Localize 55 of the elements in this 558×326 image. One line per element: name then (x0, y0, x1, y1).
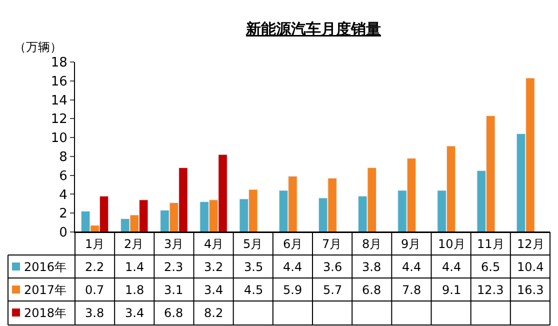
data-label: 1.8 (125, 283, 144, 297)
data-label: 6.5 (481, 260, 500, 274)
data-label: 12.3 (477, 283, 504, 297)
data-label: 3.6 (323, 260, 342, 274)
data-label: 3.4 (204, 283, 224, 297)
data-label: 16.3 (517, 283, 544, 297)
x-tick-label: 10月 (438, 237, 466, 251)
y-tick-label: 4 (59, 188, 68, 203)
y-tick-label: 18 (50, 56, 68, 71)
data-label: 0.7 (85, 283, 104, 297)
data-label: 3.1 (164, 283, 184, 297)
data-label: 3.8 (85, 306, 104, 320)
x-tick-label: 6月 (283, 237, 303, 251)
y-tick-label: 2 (59, 206, 68, 222)
y-tick-label: 16 (50, 74, 68, 90)
data-label: 7.8 (402, 283, 422, 297)
data-label: 5.7 (323, 283, 342, 297)
x-tick-label: 11月 (477, 237, 504, 251)
data-label: 3.8 (362, 260, 382, 274)
data-label: 4.4 (402, 260, 422, 274)
chart-title: 新能源汽车月度销量 (245, 20, 381, 38)
data-label: 6.8 (362, 283, 382, 297)
data-label: 3.5 (244, 260, 264, 274)
data-label: 9.1 (442, 283, 462, 297)
x-tick-label: 3月 (164, 237, 184, 251)
data-label: 5.9 (283, 283, 302, 297)
data-label: 1.4 (125, 260, 144, 274)
y-tick-label: 10 (50, 131, 68, 146)
legend-label: 2018年 (24, 306, 67, 320)
legend-label: 2016年 (24, 260, 67, 274)
data-label: 4.4 (283, 260, 302, 274)
x-tick-label: 12月 (517, 237, 544, 251)
data-label: 2.2 (85, 260, 104, 274)
y-tick-label: 14 (50, 93, 68, 108)
y-tick-label: 12 (50, 112, 68, 128)
data-label: 2.3 (164, 260, 184, 274)
y-tick-label: 0 (59, 226, 68, 241)
data-label: 6.8 (164, 306, 184, 320)
x-tick-label: 2月 (124, 237, 144, 251)
x-tick-label: 5月 (243, 237, 263, 251)
x-tick-label: 8月 (362, 237, 382, 251)
data-label: 8.2 (204, 306, 224, 320)
x-tick-label: 7月 (322, 237, 342, 251)
data-label: 4.4 (442, 260, 462, 274)
y-tick-label: 8 (59, 150, 68, 165)
x-tick-label: 4月 (204, 237, 224, 251)
legend-label: 2017年 (24, 283, 67, 297)
y-tick-label: 6 (59, 168, 68, 184)
x-tick-label: 1月 (85, 237, 105, 251)
data-label: 10.4 (517, 260, 544, 274)
x-tick-label: 9月 (401, 237, 421, 251)
data-label: 4.5 (244, 283, 264, 297)
data-label: 3.4 (125, 306, 144, 320)
data-label: 3.2 (204, 260, 224, 274)
y-axis-title: （万辆） (14, 40, 62, 54)
